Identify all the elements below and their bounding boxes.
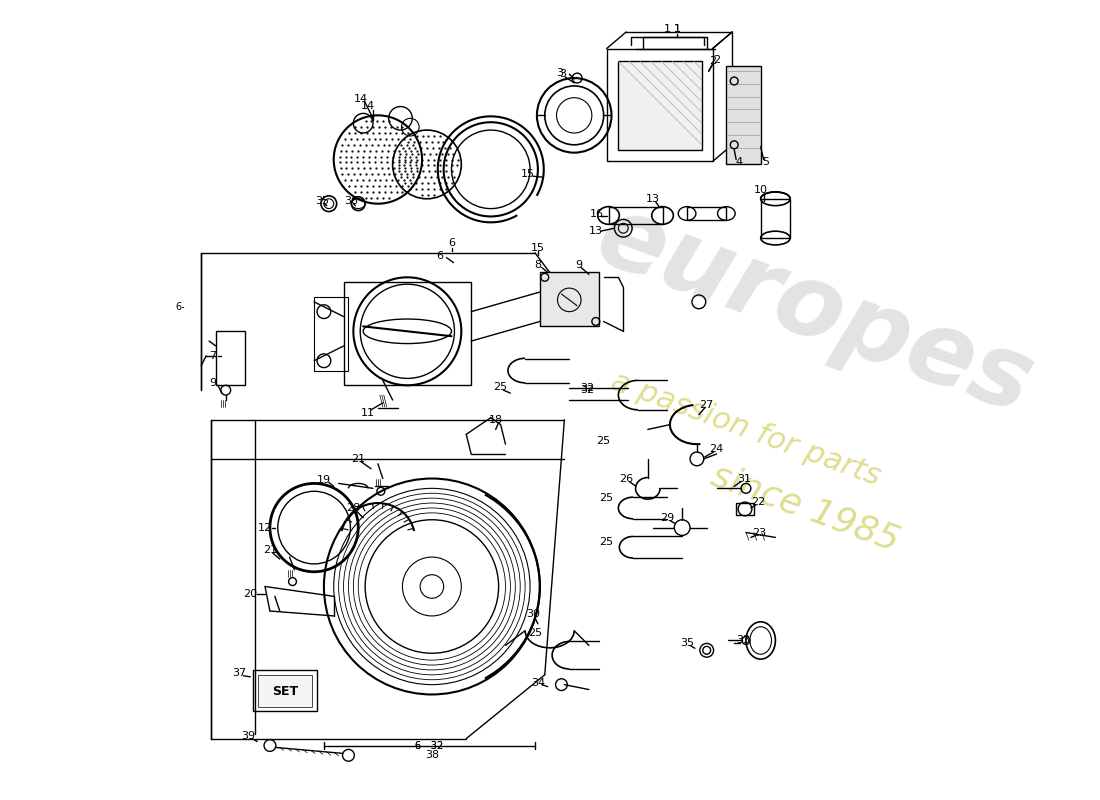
Text: 6 - 32: 6 - 32 xyxy=(415,741,443,750)
Bar xyxy=(343,282,471,386)
Text: 25: 25 xyxy=(600,538,614,547)
Text: 3: 3 xyxy=(556,68,563,78)
Text: 32: 32 xyxy=(580,385,594,395)
Text: 37: 37 xyxy=(232,668,246,678)
Text: 21: 21 xyxy=(263,545,277,555)
Bar xyxy=(688,206,726,220)
Bar xyxy=(606,49,713,162)
Text: 24: 24 xyxy=(710,444,724,454)
Bar xyxy=(736,503,754,515)
Text: 4: 4 xyxy=(736,158,743,167)
Text: 25: 25 xyxy=(528,628,542,638)
Text: 29: 29 xyxy=(660,513,674,522)
Bar xyxy=(540,272,598,326)
Text: 7: 7 xyxy=(209,351,217,361)
Text: 5: 5 xyxy=(762,158,769,167)
Text: 6: 6 xyxy=(448,238,455,248)
Text: 28: 28 xyxy=(346,503,361,513)
Text: 33: 33 xyxy=(736,635,750,646)
Text: 23: 23 xyxy=(751,527,766,538)
Text: a passion for parts: a passion for parts xyxy=(607,367,884,492)
Bar xyxy=(253,670,317,711)
Text: 25: 25 xyxy=(494,382,507,392)
Text: 35: 35 xyxy=(315,196,329,206)
Bar xyxy=(761,198,790,238)
Text: 27: 27 xyxy=(700,400,714,410)
Text: 32: 32 xyxy=(580,383,594,394)
Text: 31: 31 xyxy=(737,474,751,483)
Text: 1: 1 xyxy=(674,24,681,34)
Text: 6-: 6- xyxy=(175,302,185,312)
Text: 11: 11 xyxy=(361,408,375,418)
Text: 14: 14 xyxy=(361,101,375,110)
Text: 18: 18 xyxy=(488,414,503,425)
Bar xyxy=(608,206,662,224)
Text: 16: 16 xyxy=(590,209,604,218)
Text: 25: 25 xyxy=(600,493,614,503)
Text: since 1985: since 1985 xyxy=(706,458,903,558)
Bar xyxy=(258,675,312,707)
Text: 9: 9 xyxy=(575,259,583,270)
Text: 2: 2 xyxy=(713,55,721,66)
Text: europes: europes xyxy=(584,188,1046,435)
Text: 9: 9 xyxy=(209,378,217,388)
Text: 38: 38 xyxy=(425,750,439,760)
Text: 36: 36 xyxy=(344,196,359,206)
Text: 1: 1 xyxy=(664,24,671,34)
Text: 6 - 32: 6 - 32 xyxy=(415,741,443,750)
Text: 13: 13 xyxy=(646,194,660,204)
Text: 1: 1 xyxy=(674,24,681,34)
Text: 19: 19 xyxy=(317,475,331,486)
Text: 13: 13 xyxy=(588,226,603,236)
Text: SET: SET xyxy=(273,685,299,698)
Text: 30: 30 xyxy=(526,609,540,619)
Text: 6: 6 xyxy=(437,250,443,261)
Bar xyxy=(618,62,702,150)
Text: 15: 15 xyxy=(531,243,544,253)
Text: 3: 3 xyxy=(559,69,565,79)
Text: 10: 10 xyxy=(754,185,768,195)
Bar xyxy=(315,297,349,370)
Text: 35: 35 xyxy=(680,638,694,649)
Text: 2: 2 xyxy=(710,56,716,66)
Text: 21: 21 xyxy=(351,454,365,464)
Text: 22: 22 xyxy=(751,497,766,507)
Text: 20: 20 xyxy=(243,590,257,599)
Text: 14: 14 xyxy=(354,94,368,104)
Text: 15: 15 xyxy=(521,170,535,179)
Text: 8: 8 xyxy=(535,259,541,270)
Text: 34: 34 xyxy=(531,678,544,688)
Bar xyxy=(216,331,245,386)
Text: 12: 12 xyxy=(258,522,272,533)
Text: 25: 25 xyxy=(596,436,611,446)
Text: 39: 39 xyxy=(241,730,255,741)
Bar xyxy=(726,66,761,165)
Text: 26: 26 xyxy=(619,474,634,483)
